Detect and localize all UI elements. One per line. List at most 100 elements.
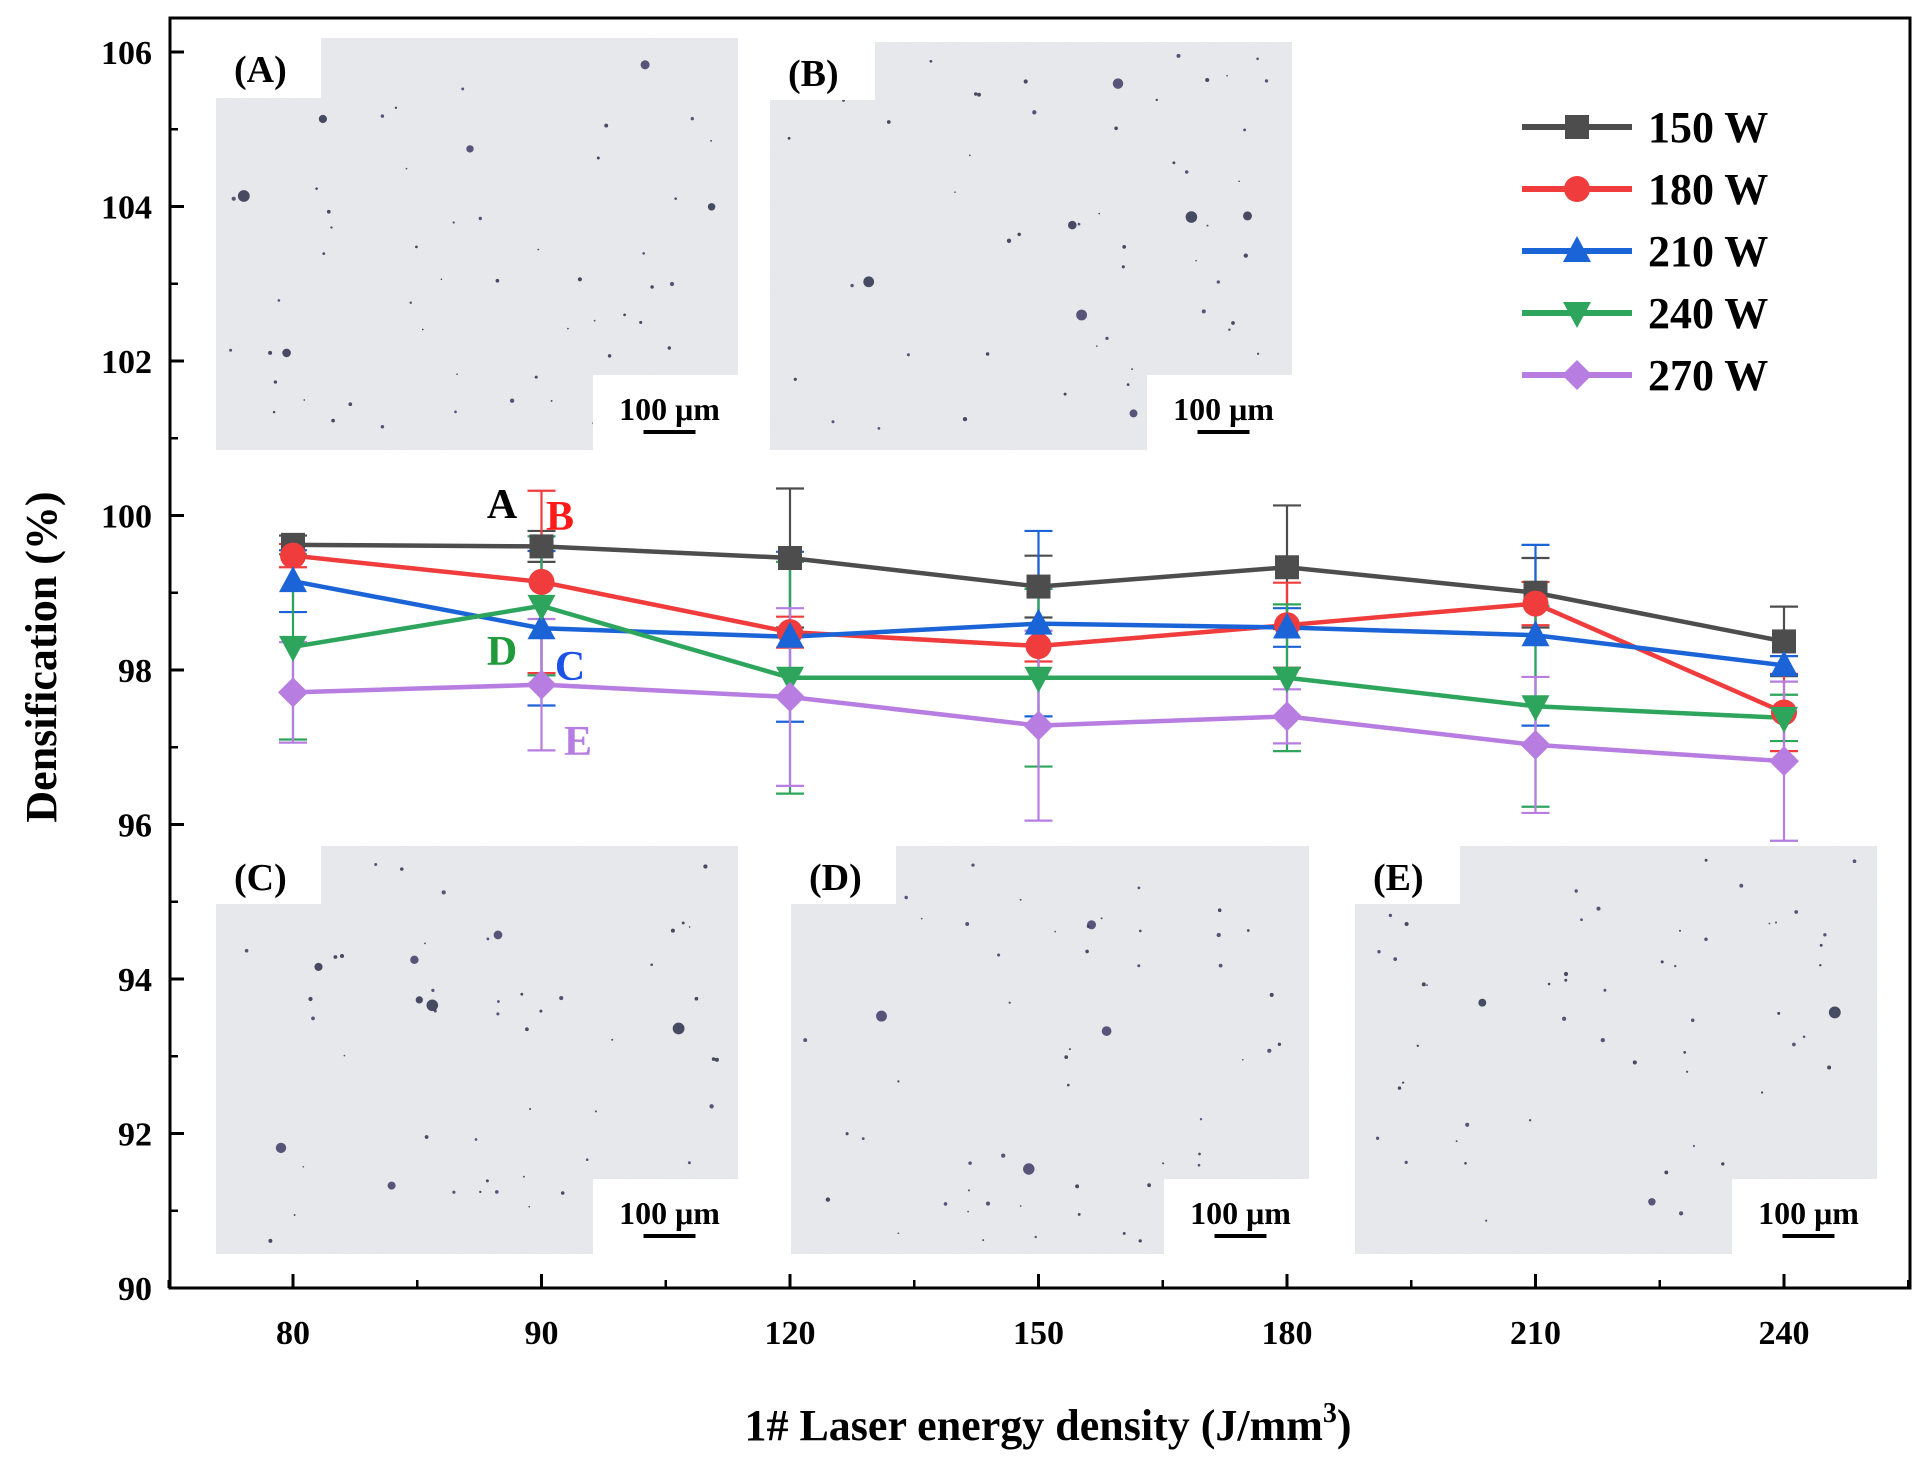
- pore-dot: [1528, 1119, 1532, 1122]
- pore-dot: [1126, 383, 1130, 386]
- pore-dot: [1455, 1140, 1458, 1143]
- inset-label-box: [216, 36, 321, 98]
- pore-dot: [1819, 964, 1822, 967]
- pore-dot: [415, 996, 423, 1004]
- pore-dot: [861, 1137, 865, 1141]
- axis-labels: Densification (%) 1# Laser energy densit…: [17, 491, 1352, 1450]
- pore-dot: [534, 375, 538, 379]
- pore-dot: [1172, 161, 1176, 165]
- pore-dot: [1137, 886, 1141, 890]
- data-point: [1521, 620, 1550, 647]
- scale-bar-box: [1147, 375, 1292, 450]
- pore-dot: [906, 353, 910, 357]
- pore-dot: [688, 926, 691, 928]
- pore-dot: [1131, 368, 1134, 371]
- pore-dot: [1388, 913, 1393, 918]
- data-point: [1275, 555, 1299, 580]
- pore-dot: [415, 245, 418, 249]
- pore-dot: [897, 1080, 900, 1083]
- pore-dot: [485, 1179, 489, 1183]
- pore-dot: [1564, 978, 1568, 982]
- pore-dot: [1139, 929, 1142, 933]
- inset-micrograph-5: (E) 100 μm: [1355, 844, 1877, 1254]
- pore-dot: [275, 1142, 287, 1154]
- y-tick-label: 102: [101, 344, 152, 381]
- pore-dot: [322, 252, 326, 255]
- pore-dot: [594, 1110, 597, 1113]
- pore-dot: [577, 277, 583, 282]
- pore-dot: [1256, 352, 1260, 355]
- pore-dot: [529, 1108, 532, 1110]
- pore-dot: [968, 154, 971, 157]
- pore-dot: [1176, 53, 1181, 58]
- pore-dot: [962, 416, 968, 422]
- pore-dot: [374, 863, 378, 866]
- scale-bar-text: 100 μm: [1173, 391, 1274, 427]
- legend: 150 W 180 W 210 W 240 W 270 W: [1522, 103, 1768, 400]
- legend-entry: 240 W: [1522, 289, 1768, 338]
- pore-dot: [877, 427, 881, 430]
- pore-dot: [1101, 1026, 1112, 1036]
- data-point: [1024, 608, 1053, 635]
- data-point: [776, 666, 804, 693]
- y-tick-label: 104: [101, 190, 152, 227]
- data-point: [1522, 590, 1549, 617]
- pore-dot: [1201, 309, 1206, 314]
- pore-dot: [1478, 998, 1487, 1007]
- pore-dot: [687, 1161, 691, 1165]
- pore-dot: [567, 327, 569, 330]
- pore-dot: [1114, 126, 1118, 131]
- pore-dot: [311, 1016, 315, 1021]
- pore-dot: [593, 319, 596, 322]
- scale-bar-text: 100 μm: [1758, 1195, 1859, 1231]
- pore-dot: [1685, 1070, 1689, 1073]
- x-tick-label: 80: [276, 1315, 310, 1352]
- pore-dot: [787, 136, 791, 140]
- pore-dot: [314, 962, 323, 971]
- pore-dot: [1243, 128, 1247, 132]
- pore-dot: [330, 226, 333, 229]
- pore-dot: [1760, 1091, 1764, 1094]
- pore-dot: [318, 114, 327, 124]
- pore-dot: [495, 278, 500, 283]
- pore-dot: [1121, 265, 1125, 269]
- x-tick-label: 210: [1510, 1315, 1561, 1352]
- legend-label: 210 W: [1648, 227, 1768, 276]
- legend-label: 270 W: [1648, 351, 1768, 400]
- pore-dot: [1264, 79, 1269, 83]
- pore-dot: [1066, 1083, 1070, 1087]
- pore-dot: [1085, 949, 1089, 954]
- pore-dot: [793, 377, 797, 381]
- data-point: [527, 613, 556, 640]
- pore-dot: [1162, 1162, 1165, 1165]
- annotations: A B D CE: [487, 482, 592, 765]
- pore-dot: [528, 1205, 530, 1208]
- pore-dot: [1426, 984, 1428, 986]
- pore-dot: [982, 1239, 985, 1242]
- pore-dot: [1690, 1018, 1695, 1023]
- y-tick-label: 94: [118, 962, 152, 999]
- data-point: [778, 545, 802, 570]
- x-tick-label: 90: [525, 1315, 559, 1352]
- y-axis-label: Densification (%): [17, 491, 66, 822]
- pore-dot: [1068, 220, 1077, 230]
- pore-dot: [1256, 57, 1259, 61]
- pore-dot: [1226, 74, 1228, 77]
- pore-dot: [1218, 963, 1223, 968]
- pore-dot: [1269, 992, 1274, 997]
- pore-dot: [497, 1000, 500, 1003]
- legend-marker: [1564, 176, 1590, 202]
- pore-dot: [1077, 1212, 1081, 1216]
- pore-dot: [1852, 859, 1857, 864]
- pore-dot: [559, 996, 564, 1001]
- pore-dot: [611, 1038, 614, 1041]
- pore-dot: [1416, 1044, 1420, 1048]
- legend-entry: 210 W: [1522, 227, 1768, 276]
- data-point: [280, 542, 306, 569]
- pore-dot: [711, 1057, 716, 1061]
- pore-dot: [886, 120, 891, 124]
- data-point: [279, 635, 307, 662]
- pore-dot: [954, 191, 956, 194]
- data-point: [1520, 729, 1551, 760]
